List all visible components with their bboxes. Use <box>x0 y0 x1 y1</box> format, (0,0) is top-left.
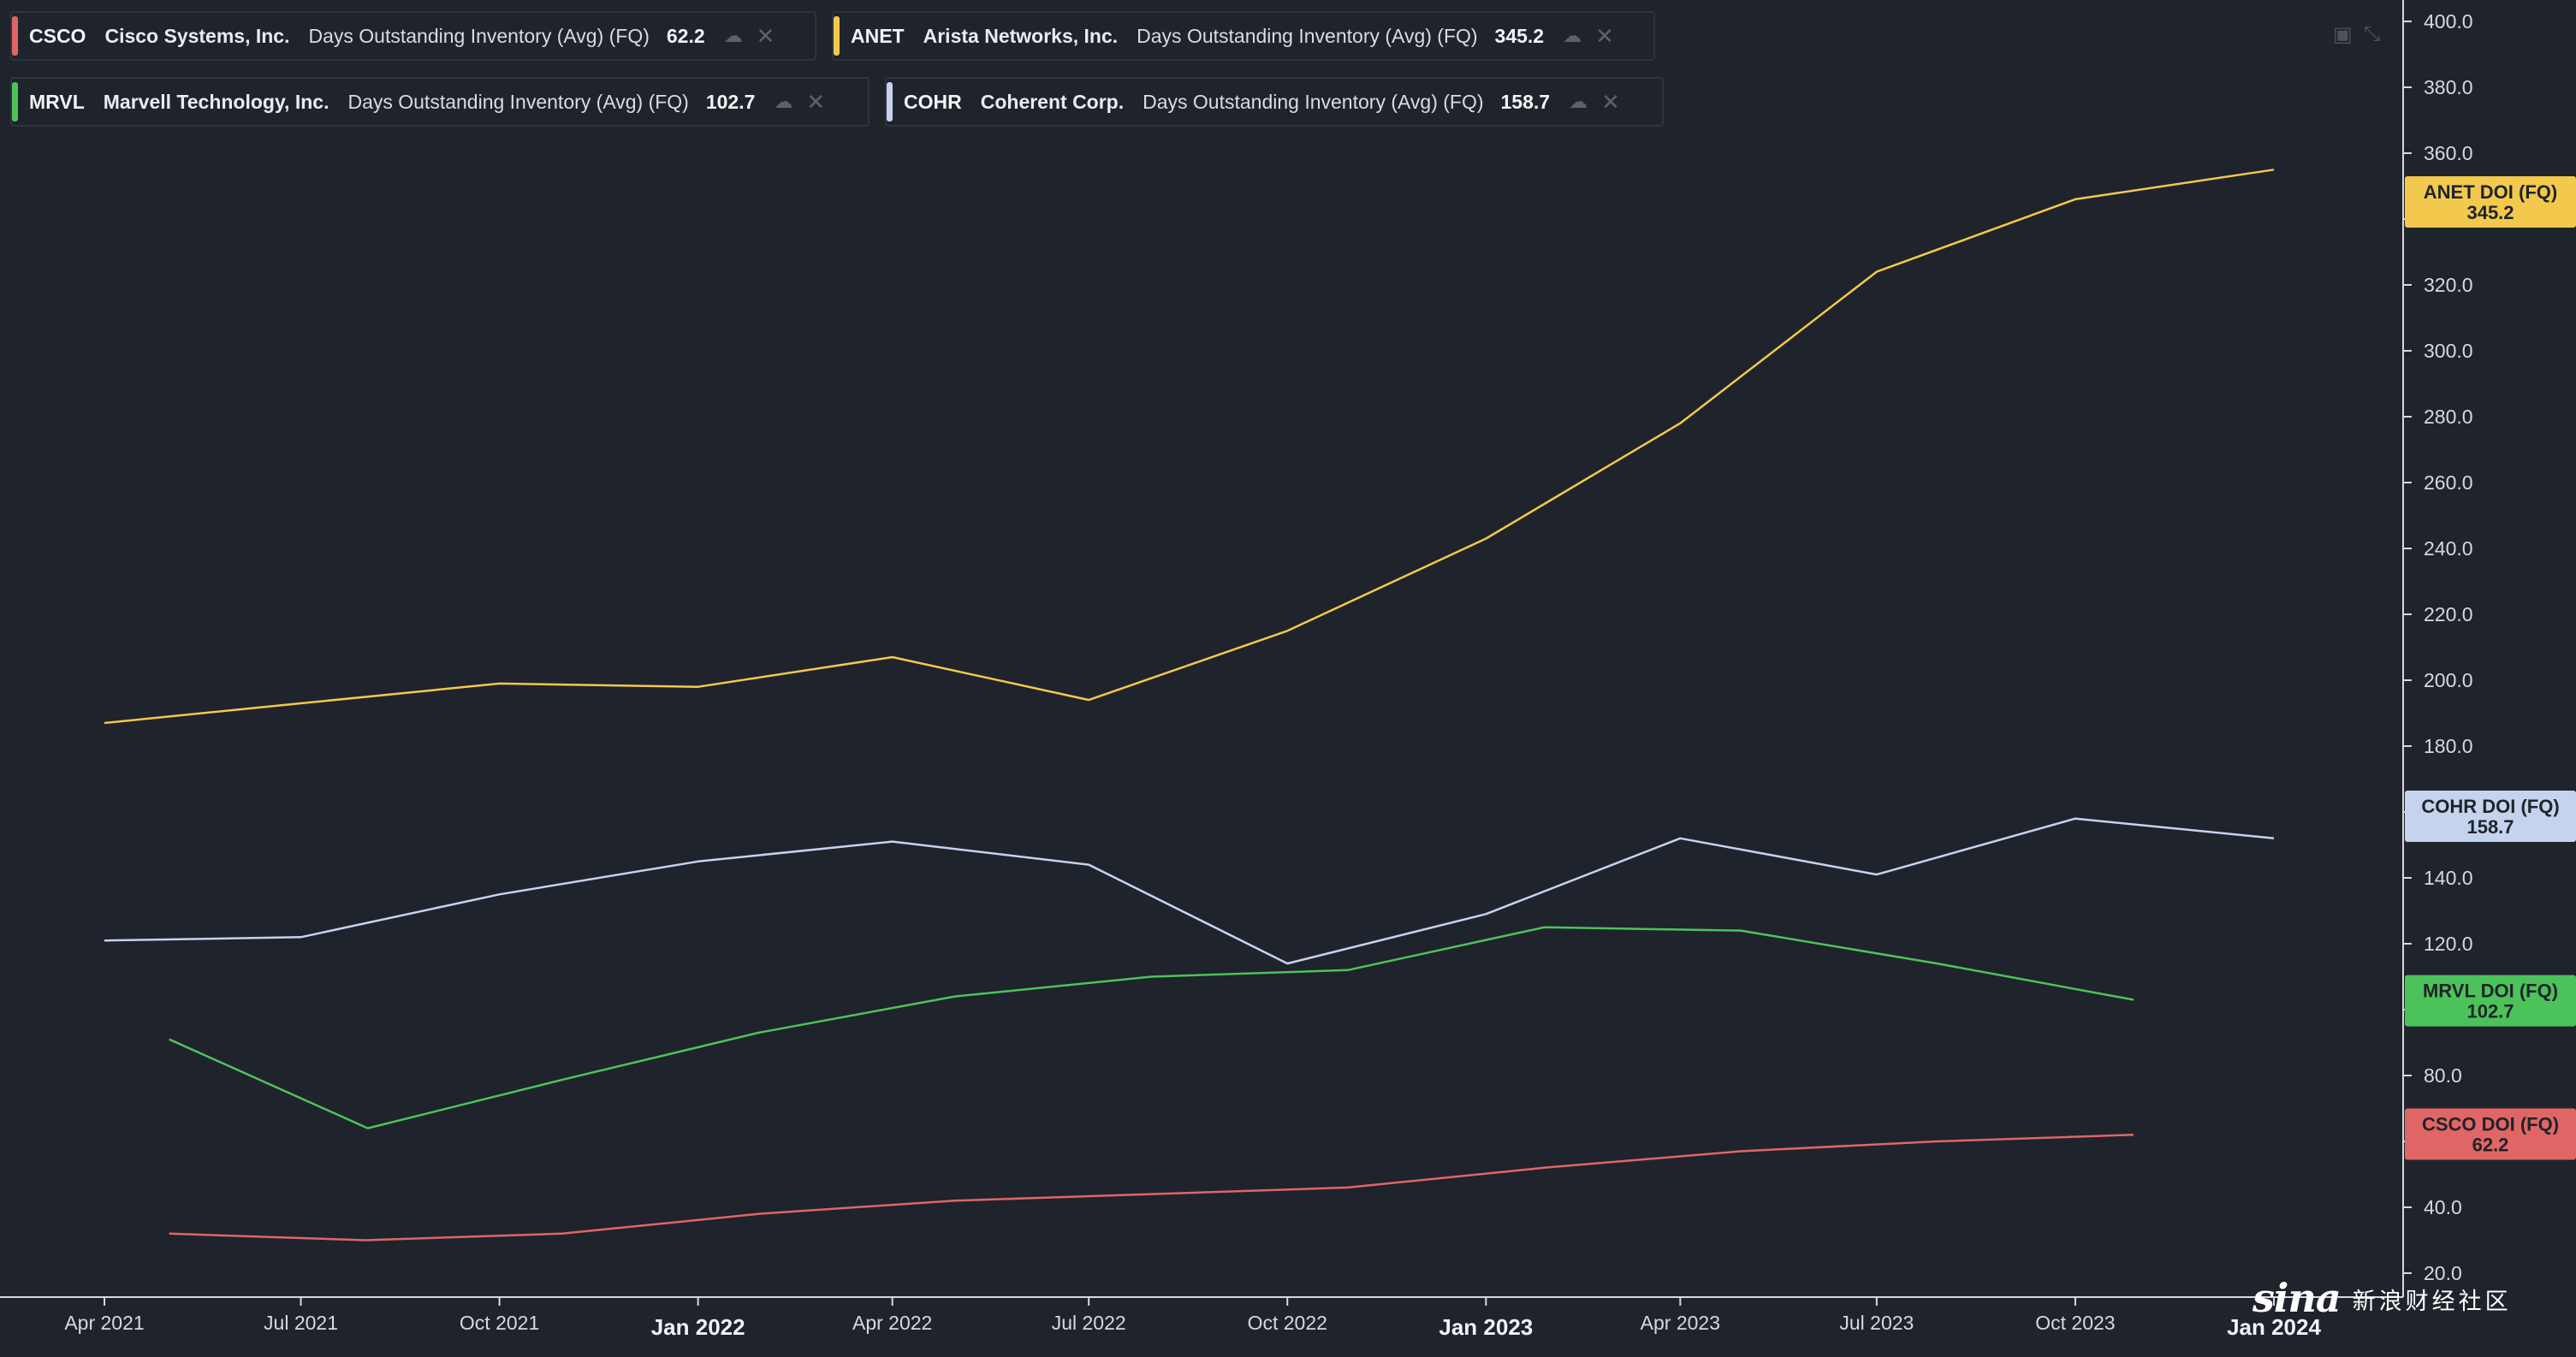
y-tick-label: 40.0 <box>2424 1196 2462 1218</box>
x-tick-label: Apr 2022 <box>852 1312 932 1334</box>
cloud-icon[interactable]: ☁ <box>1563 25 1582 46</box>
x-tick-label: Jul 2021 <box>264 1312 338 1334</box>
y-axis-ticks: 400.0380.0360.0340.0320.0300.0280.0260.0… <box>2403 10 2473 1284</box>
x-tick-label: Jan 2022 <box>651 1314 745 1340</box>
price-labels: ANET DOI (FQ)345.2 COHR DOI (FQ)158.7 MRVL… <box>2405 175 2576 1160</box>
legend-ticker: ANET <box>851 24 905 47</box>
close-icon[interactable]: ✕ <box>756 22 775 49</box>
close-icon[interactable]: ✕ <box>806 88 826 115</box>
series-line-anet <box>104 169 2275 725</box>
x-tick-label: Jul 2023 <box>1839 1312 1914 1334</box>
cloud-icon[interactable]: ☁ <box>723 25 743 46</box>
y-tick-label: 400.0 <box>2424 10 2473 33</box>
sina-logo: sina <box>2253 1275 2342 1321</box>
legend-value: 158.7 <box>1500 90 1551 113</box>
y-tick-label: 200.0 <box>2424 669 2473 691</box>
price-label-name: MRVL DOI (FQ) <box>2423 981 2558 1002</box>
collapse-icon[interactable]: ⤡ <box>2364 22 2381 45</box>
cloud-icon[interactable]: ☁ <box>774 91 793 112</box>
legend-value: 102.7 <box>705 90 756 113</box>
x-tick-label: Jan 2024 <box>2227 1314 2321 1340</box>
x-tick-label: Jan 2023 <box>1439 1314 1533 1340</box>
snapshot-icon[interactable]: ▣ <box>2333 23 2353 46</box>
x-tick-label: Oct 2021 <box>460 1312 539 1334</box>
price-label-value: 158.7 <box>2466 816 2514 838</box>
price-label-value: 345.2 <box>2466 202 2514 223</box>
close-icon[interactable]: ✕ <box>1601 88 1620 115</box>
series-line-csco <box>169 1134 2134 1241</box>
x-tick-label: Jul 2022 <box>1052 1312 1126 1334</box>
x-tick-label: Oct 2023 <box>2035 1312 2115 1334</box>
legend-company: Marvell Technology, Inc. <box>103 90 329 113</box>
legend-metric: Days Outstanding Inventory (Avg) (FQ) <box>1143 90 1484 113</box>
legend-swatch <box>12 16 18 56</box>
legend-swatch <box>12 82 18 121</box>
watermark-text: 新浪财经社区 <box>2352 1289 2512 1314</box>
legend-value: 62.2 <box>666 24 705 47</box>
x-axis-ticks: Apr 2021 Jul 2021 Oct 2021 Jan 2022 Apr 2022… <box>64 1297 2321 1340</box>
watermark: sina 新浪财经社区 <box>2253 1270 2512 1321</box>
y-tick-label: 300.0 <box>2424 340 2473 362</box>
x-tick-label: Oct 2022 <box>1248 1312 1327 1334</box>
legend-chip-anet[interactable]: ANET Arista Networks, Inc. Days Outstand… <box>832 11 1655 61</box>
y-tick-label: 20.0 <box>2424 1262 2462 1284</box>
legend-ticker: MRVL <box>29 90 85 113</box>
price-label-mrvl: MRVL DOI (FQ)102.7 <box>2405 975 2576 1027</box>
y-tick-label: 80.0 <box>2424 1064 2462 1087</box>
legend-metric: Days Outstanding Inventory (Avg) (FQ) <box>1137 24 1478 47</box>
close-icon[interactable]: ✕ <box>1595 22 1614 49</box>
y-tick-label: 220.0 <box>2424 603 2473 625</box>
legend-company: Cisco Systems, Inc. <box>104 24 290 47</box>
y-tick-label: 280.0 <box>2424 406 2473 428</box>
price-label-value: 62.2 <box>2472 1135 2509 1156</box>
legend-swatch <box>834 16 840 56</box>
price-label-name: CSCO DOI (FQ) <box>2422 1114 2559 1135</box>
legend-ticker: COHR <box>904 90 962 113</box>
y-tick-label: 360.0 <box>2424 142 2473 164</box>
y-tick-label: 140.0 <box>2424 867 2473 889</box>
legend-ticker: CSCO <box>29 24 86 47</box>
y-tick-label: 380.0 <box>2424 76 2473 98</box>
price-label-name: COHR DOI (FQ) <box>2421 796 2559 817</box>
legend-value: 345.2 <box>1494 24 1545 47</box>
price-label-name: ANET DOI (FQ) <box>2424 181 2557 203</box>
series-line-mrvl <box>169 926 2134 1129</box>
plot-lines <box>104 169 2275 1241</box>
x-tick-label: Apr 2023 <box>1641 1312 1720 1334</box>
price-label-anet: ANET DOI (FQ)345.2 <box>2405 175 2576 228</box>
price-label-csco: CSCO DOI (FQ)62.2 <box>2405 1108 2576 1160</box>
legend-swatch <box>887 82 893 121</box>
y-tick-label: 180.0 <box>2424 735 2473 757</box>
legend-chip-cohr[interactable]: COHR Coherent Corp. Days Outstanding Inv… <box>885 77 1664 127</box>
y-tick-label: 320.0 <box>2424 274 2473 296</box>
y-tick-label: 120.0 <box>2424 933 2473 955</box>
x-tick-label: Apr 2021 <box>64 1312 144 1334</box>
legend-company: Arista Networks, Inc. <box>923 24 1119 47</box>
legend-chip-csco[interactable]: CSCO Cisco Systems, Inc. Days Outstandin… <box>10 11 816 61</box>
series-line-cohr <box>104 817 2275 965</box>
cloud-icon[interactable]: ☁ <box>1569 91 1588 112</box>
y-tick-label: 240.0 <box>2424 537 2473 560</box>
legend-chip-mrvl[interactable]: MRVL Marvell Technology, Inc. Days Outst… <box>10 77 870 127</box>
legend-metric: Days Outstanding Inventory (Avg) (FQ) <box>308 24 650 47</box>
legend-company: Coherent Corp. <box>980 90 1125 113</box>
legend-metric: Days Outstanding Inventory (Avg) (FQ) <box>347 90 689 113</box>
price-label-value: 102.7 <box>2466 1001 2514 1022</box>
price-label-cohr: COHR DOI (FQ)158.7 <box>2405 791 2576 843</box>
y-tick-label: 260.0 <box>2424 471 2473 494</box>
